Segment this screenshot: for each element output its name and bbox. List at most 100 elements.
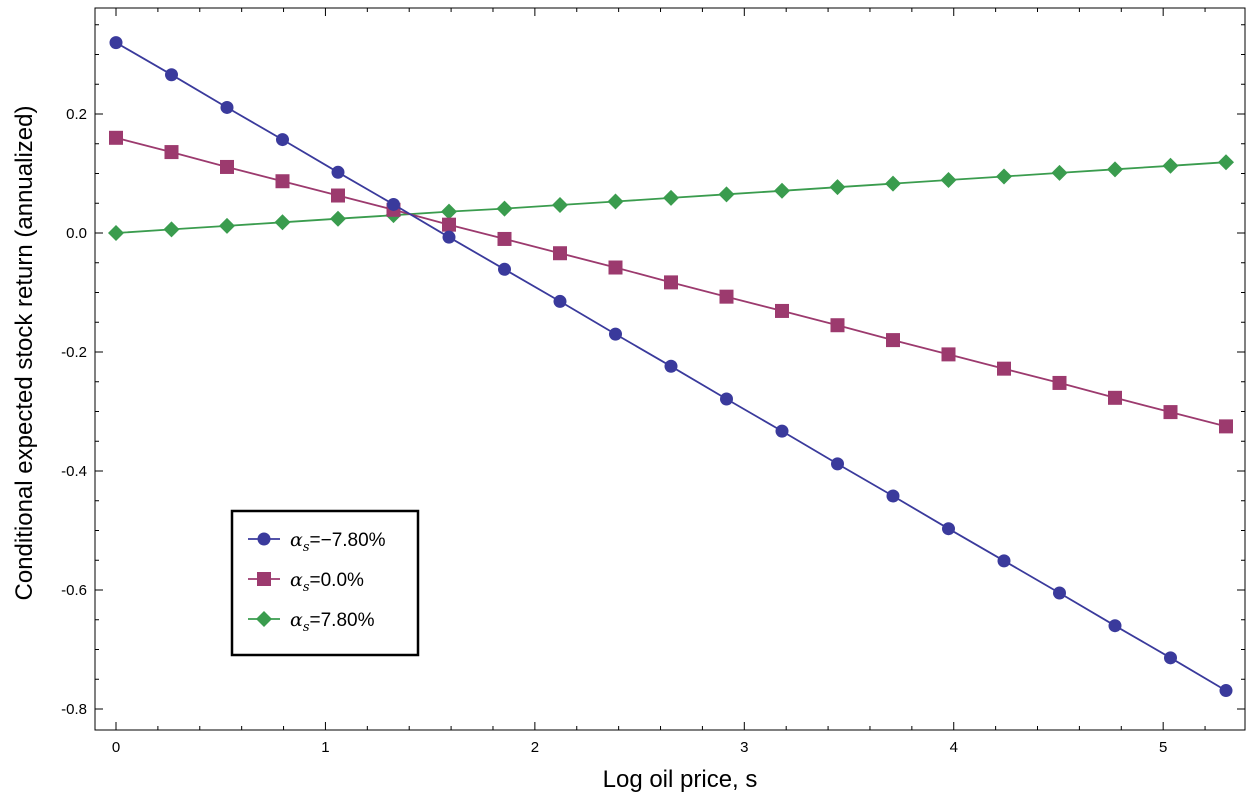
data-point — [775, 303, 789, 318]
y-tick-label: 0.2 — [66, 106, 87, 123]
data-point — [109, 130, 123, 145]
data-point — [664, 275, 678, 290]
legend: αs=−7.80%αs=0.0%αs=7.80% — [230, 509, 420, 657]
axis-ticks: 0 1 2 3 4 5 -0.8 -0.6 -0.4 -0.2 0.0 0.2 — [61, 8, 1245, 756]
series-diamond — [108, 154, 1234, 241]
data-point — [1162, 157, 1179, 174]
data-point — [552, 197, 568, 214]
data-point — [496, 200, 513, 217]
y-tick-label: -0.2 — [61, 344, 87, 361]
legend-marker — [257, 572, 271, 586]
data-point — [331, 165, 345, 179]
data-point — [331, 188, 345, 203]
y-tick-label: -0.8 — [61, 701, 87, 718]
legend-value: =7.80% — [310, 610, 375, 631]
plot-frame — [94, 7, 1246, 731]
data-point — [719, 289, 734, 304]
data-point — [886, 489, 900, 503]
x-tick-label: 0 — [112, 739, 120, 756]
y-tick-label: -0.6 — [61, 582, 87, 599]
data-point — [886, 333, 900, 348]
x-tick-label: 5 — [1159, 739, 1167, 756]
legend-value: =−7.80% — [310, 530, 386, 551]
data-point — [1052, 375, 1067, 390]
data-point — [996, 168, 1012, 185]
data-point — [274, 214, 291, 231]
data-point — [1107, 161, 1123, 178]
data-point — [497, 231, 512, 246]
data-point — [1108, 619, 1122, 633]
x-tick-label: 2 — [531, 739, 539, 756]
data-point — [165, 68, 178, 82]
legend-value: =0.0% — [310, 570, 365, 591]
series-square — [109, 130, 1233, 434]
data-point — [330, 210, 346, 227]
data-point — [1163, 405, 1178, 420]
data-point — [718, 186, 735, 203]
data-point — [108, 225, 124, 241]
legend-label: αs=7.80% — [290, 609, 375, 635]
data-point — [941, 347, 956, 362]
data-point — [1218, 154, 1234, 171]
x-tick-label: 1 — [321, 739, 329, 756]
data-point — [442, 217, 456, 232]
data-point — [1219, 684, 1233, 698]
legend-subscript: s — [303, 620, 310, 635]
data-point — [607, 193, 624, 210]
y-tick-label: 0.0 — [66, 225, 87, 242]
legend-label: αs=0.0% — [290, 569, 364, 595]
data-point — [164, 145, 179, 160]
legend-symbol: α — [290, 529, 303, 551]
legend-label: αs=−7.80% — [290, 529, 386, 555]
legend-entry: αs=−7.80% — [248, 529, 386, 555]
data-point — [163, 221, 180, 238]
data-point — [997, 554, 1011, 568]
data-point — [220, 159, 234, 174]
data-point — [1053, 586, 1066, 600]
legend-symbol: α — [290, 609, 303, 631]
data-point — [553, 294, 567, 308]
series-layer — [108, 36, 1234, 698]
data-point — [997, 361, 1011, 376]
data-point — [442, 230, 456, 244]
legend-entry: αs=0.0% — [248, 569, 364, 595]
legend-items: αs=−7.80%αs=0.0%αs=7.80% — [248, 529, 386, 635]
data-point — [220, 100, 234, 114]
data-point — [553, 246, 567, 261]
legend-entry: αs=7.80% — [248, 609, 375, 635]
data-point — [1108, 390, 1122, 405]
legend-subscript: s — [303, 580, 310, 595]
data-point — [774, 182, 790, 199]
data-point — [608, 260, 623, 275]
x-tick-label: 3 — [740, 739, 748, 756]
legend-symbol: α — [290, 569, 303, 591]
y-tick-label: -0.4 — [61, 463, 87, 480]
data-point — [498, 262, 511, 276]
data-point — [940, 172, 957, 189]
data-point — [942, 522, 955, 536]
data-point — [609, 327, 622, 341]
data-point — [1164, 651, 1177, 665]
data-point — [276, 133, 289, 147]
data-point — [664, 359, 678, 373]
data-point — [109, 36, 123, 50]
data-point — [831, 457, 844, 471]
data-point — [830, 318, 845, 333]
data-point — [885, 175, 901, 192]
data-point — [775, 424, 789, 438]
data-point — [663, 189, 679, 206]
data-point — [1219, 419, 1233, 434]
data-point — [829, 179, 846, 196]
x-axis-title: Log oil price, s — [603, 766, 758, 793]
data-point — [219, 217, 235, 234]
series-circle — [109, 36, 1233, 698]
plot-area-frame — [94, 7, 1246, 731]
data-point — [1051, 164, 1068, 181]
legend-marker — [257, 532, 271, 546]
data-point — [387, 197, 400, 211]
data-point — [720, 392, 733, 406]
legend-marker — [256, 611, 272, 627]
data-point — [441, 203, 457, 220]
x-tick-label: 4 — [950, 739, 958, 756]
